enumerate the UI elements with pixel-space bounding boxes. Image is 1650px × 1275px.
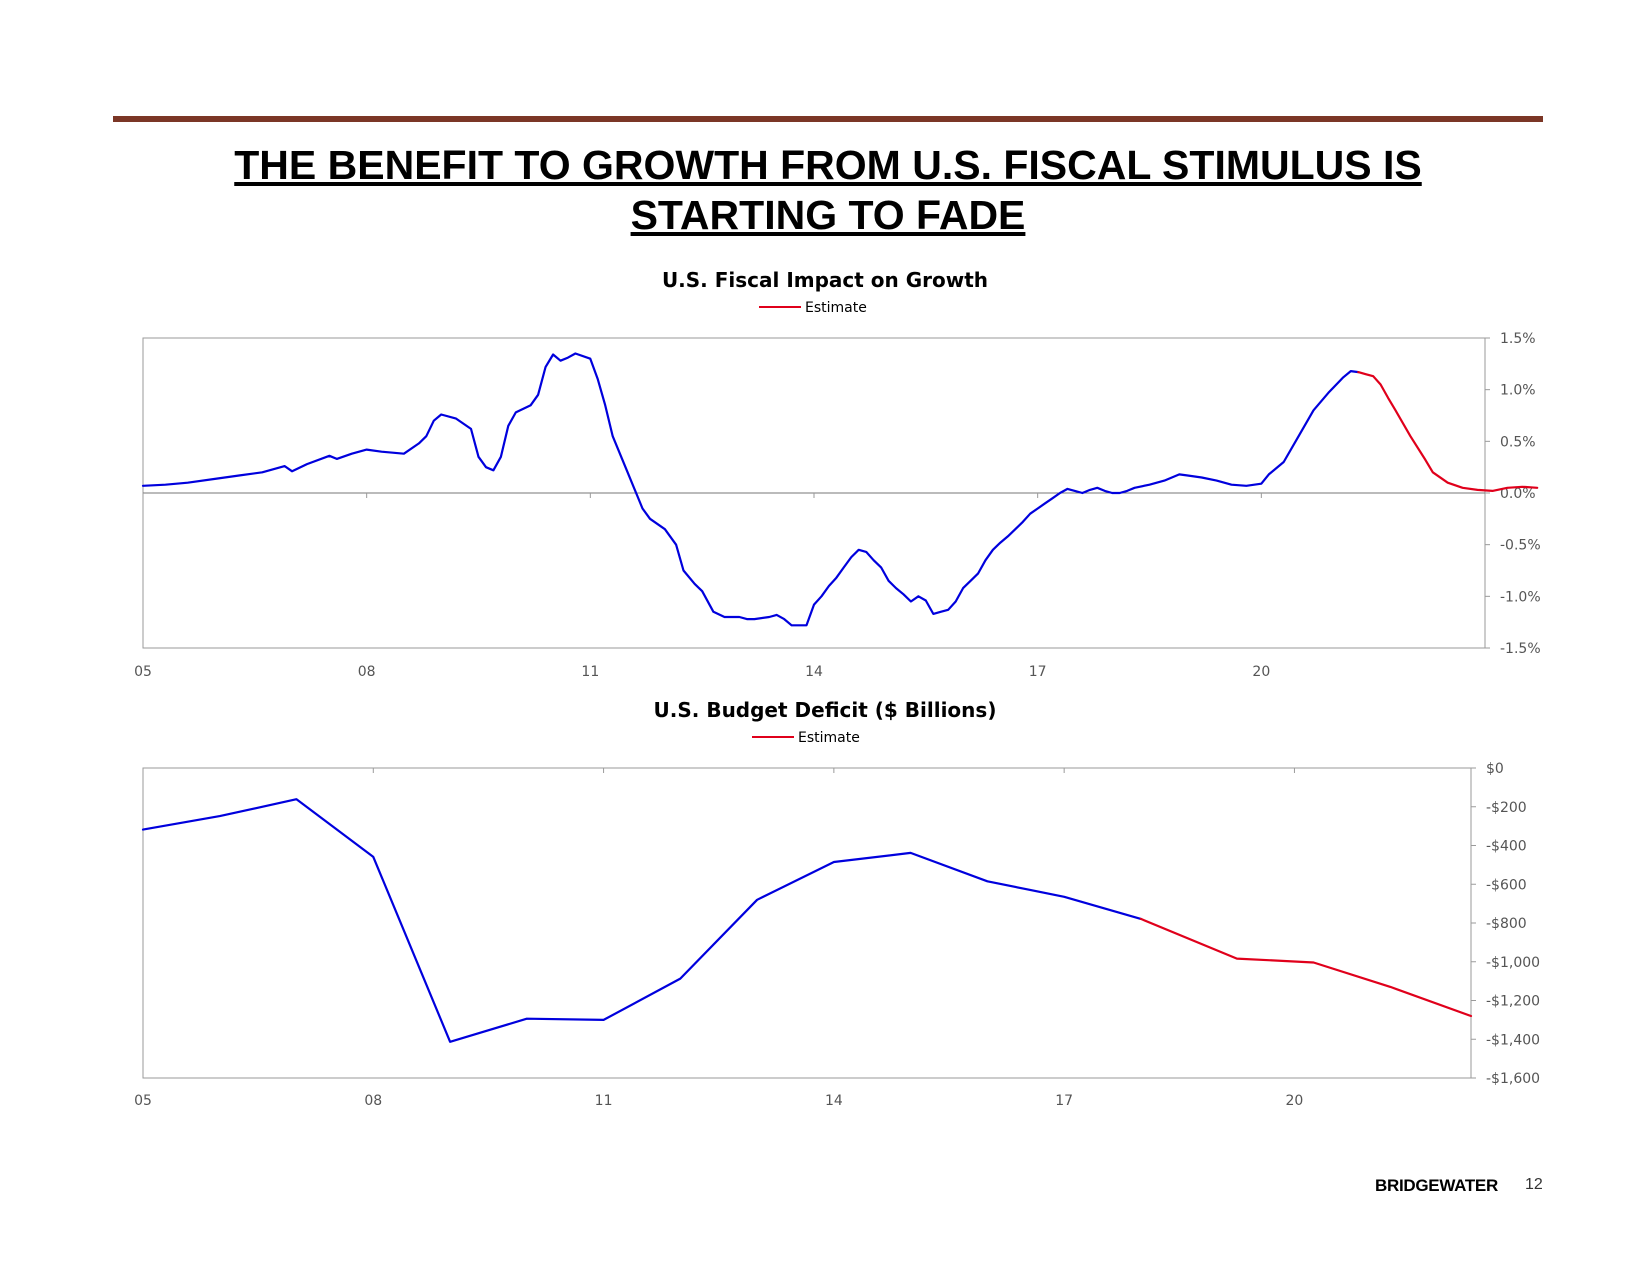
- y-tick-label: -$1,600: [1486, 1071, 1540, 1087]
- budget-deficit-chart: U.S. Budget Deficit ($ Billions) Estimate…: [0, 695, 1650, 1125]
- y-tick-label: -$1,000: [1486, 955, 1540, 971]
- legend-label-estimate: Estimate: [798, 730, 860, 746]
- y-tick-label: -$600: [1486, 877, 1527, 893]
- page-number: 12: [1525, 1176, 1543, 1193]
- chart-title: U.S. Budget Deficit ($ Billions): [654, 698, 997, 722]
- x-tick-label: 17: [1029, 664, 1047, 680]
- slide-title-line2: STARTING TO FADE: [630, 192, 1026, 238]
- slide-title-line1: THE BENEFIT TO GROWTH FROM U.S. FISCAL S…: [234, 142, 1422, 188]
- x-tick-label: 08: [358, 664, 376, 680]
- x-tick-label: 05: [134, 1093, 152, 1109]
- y-tick-label: 1.0%: [1500, 383, 1536, 399]
- x-tick-label: 17: [1055, 1093, 1073, 1109]
- x-tick-label: 14: [825, 1093, 843, 1109]
- x-tick-label: 14: [805, 664, 823, 680]
- y-tick-label: -1.5%: [1500, 641, 1541, 657]
- y-tick-label: -$1,200: [1486, 994, 1540, 1010]
- y-tick-label: 0.5%: [1500, 434, 1536, 450]
- series-line-estimate: [1139, 917, 1473, 1018]
- slide-title: THE BENEFIT TO GROWTH FROM U.S. FISCAL S…: [113, 140, 1543, 240]
- y-tick-label: -$200: [1486, 800, 1527, 816]
- x-tick-label: 11: [595, 1093, 613, 1109]
- y-tick-label: 1.5%: [1500, 331, 1536, 347]
- y-tick-label: -1.0%: [1500, 589, 1541, 605]
- budget-deficit-chart-svg: U.S. Budget Deficit ($ Billions) Estimate…: [134, 698, 1540, 1109]
- series-line-actual: [141, 352, 1360, 627]
- plot-area: [142, 767, 1472, 1079]
- series-line-actual: [141, 798, 1142, 1043]
- y-tick-label: -$1,400: [1486, 1032, 1540, 1048]
- y-tick-label: $0: [1486, 761, 1504, 777]
- x-tick-label: 11: [581, 664, 599, 680]
- legend-label-estimate: Estimate: [805, 300, 867, 316]
- y-tick-label: -$400: [1486, 839, 1527, 855]
- top-rule: [113, 116, 1543, 122]
- series-line-estimate: [1357, 371, 1539, 492]
- fiscal-impact-chart: U.S. Fiscal Impact on Growth Estimate 05 08…: [0, 265, 1650, 685]
- x-tick-label: 08: [364, 1093, 382, 1109]
- x-tick-label: 20: [1286, 1093, 1304, 1109]
- chart-title: U.S. Fiscal Impact on Growth: [662, 268, 988, 292]
- x-tick-label: 05: [134, 664, 152, 680]
- x-tick-label: 20: [1252, 664, 1270, 680]
- fiscal-impact-chart-svg: U.S. Fiscal Impact on Growth Estimate 05 08…: [134, 268, 1541, 680]
- y-tick-label: -$800: [1486, 916, 1527, 932]
- y-tick-label: 0.0%: [1500, 486, 1536, 502]
- bridgewater-logo: BRIDGEWATER: [1375, 1176, 1498, 1195]
- y-tick-label: -0.5%: [1500, 538, 1541, 554]
